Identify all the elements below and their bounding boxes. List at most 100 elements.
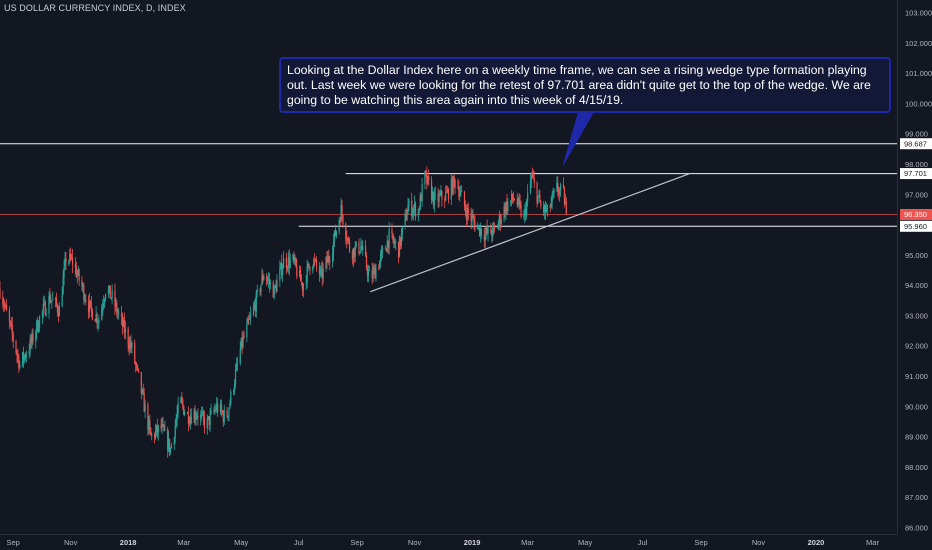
candle-body [170, 444, 173, 449]
candle-body [312, 266, 314, 271]
candle-body [394, 242, 396, 244]
y-tick-label: 101.000 [905, 69, 932, 78]
candle-body [328, 256, 330, 261]
candle-body [464, 206, 467, 213]
candle-body [519, 202, 521, 206]
candle-body [275, 285, 277, 292]
candle-body [55, 298, 58, 306]
candle-body [354, 246, 356, 258]
x-tick-label: Sep [7, 538, 20, 547]
candle-body [531, 175, 533, 177]
candle-body [197, 415, 199, 419]
candle-body [465, 212, 468, 220]
candle-body [537, 196, 539, 203]
candle-body [309, 267, 311, 271]
candle-body [50, 301, 52, 303]
candle-body [437, 193, 439, 202]
candle-body [352, 248, 354, 260]
candle-body [305, 282, 307, 285]
y-tick-label: 99.000 [905, 130, 928, 139]
candle-body [485, 227, 487, 234]
candle-body [147, 404, 149, 430]
candle-body [432, 191, 435, 206]
candle-body [362, 245, 364, 250]
y-tick-label: 91.000 [905, 372, 928, 381]
candle-body [130, 342, 132, 348]
candle-body [266, 280, 269, 281]
level-label: 98.687 [904, 139, 927, 148]
candle-body [391, 229, 393, 234]
candle-body [48, 295, 50, 314]
candle-body [203, 417, 206, 429]
candle-body [69, 253, 71, 262]
candle-body [109, 285, 111, 299]
level-label-bg [900, 168, 932, 180]
candle-body [338, 219, 340, 232]
candle-body [12, 334, 14, 342]
candle-body [558, 192, 560, 195]
candle-body [43, 301, 45, 305]
candle-body [512, 199, 515, 201]
candle-body [307, 263, 309, 266]
wedge-trendline [370, 173, 690, 293]
candle-body [108, 285, 110, 291]
candle-body [91, 309, 93, 320]
candle-body [378, 268, 380, 270]
candle-body [77, 269, 79, 275]
candle-body [427, 176, 429, 184]
candle-body [213, 410, 215, 412]
candle-body [161, 424, 163, 428]
candle-body [474, 221, 476, 230]
candle-body [262, 275, 264, 281]
candle-body [103, 303, 105, 307]
candle-body [81, 280, 83, 287]
candle-body [117, 313, 119, 315]
candle-body [163, 425, 165, 431]
candle-body [478, 225, 480, 227]
candle-body [259, 289, 261, 292]
candle-body [345, 224, 347, 239]
candle-body [380, 254, 382, 261]
candle-body [207, 416, 209, 419]
candle-body [180, 397, 182, 403]
candle-body [250, 314, 252, 318]
candle-body [24, 355, 27, 358]
candle-body [222, 412, 224, 422]
candle-body [353, 248, 355, 258]
x-tick-label: May [578, 538, 592, 547]
candle-body [82, 285, 84, 287]
candle-body [440, 191, 442, 195]
candle-body [3, 304, 5, 306]
candle-body [444, 199, 446, 201]
candle-body [414, 203, 417, 217]
candle-body [472, 216, 474, 218]
candle-body [397, 241, 400, 258]
y-tick-label: 95.000 [905, 251, 928, 260]
candle-body [517, 198, 519, 206]
level-label: 97.701 [904, 169, 927, 178]
candle-body [492, 225, 494, 237]
candle-body [118, 313, 120, 314]
candle-body [98, 320, 100, 323]
candle-body [11, 324, 13, 335]
candle-body [327, 256, 329, 263]
candle-body [167, 429, 169, 450]
candle-body [333, 230, 336, 241]
candle-body [97, 322, 99, 324]
candle-body [215, 409, 217, 411]
candle-body [483, 235, 485, 241]
candle-body [565, 201, 567, 215]
candle-body [196, 415, 198, 418]
annotation-note[interactable]: Looking at the Dollar Index here on a we… [279, 57, 891, 113]
candle-body [95, 314, 97, 322]
candle-body [381, 248, 384, 251]
candle-body [395, 241, 397, 243]
candle-body [351, 251, 353, 260]
candle-body [457, 186, 459, 188]
candle-body [479, 228, 482, 236]
candle-body [122, 319, 125, 327]
candle-body [83, 285, 85, 301]
candle-body [239, 349, 241, 364]
